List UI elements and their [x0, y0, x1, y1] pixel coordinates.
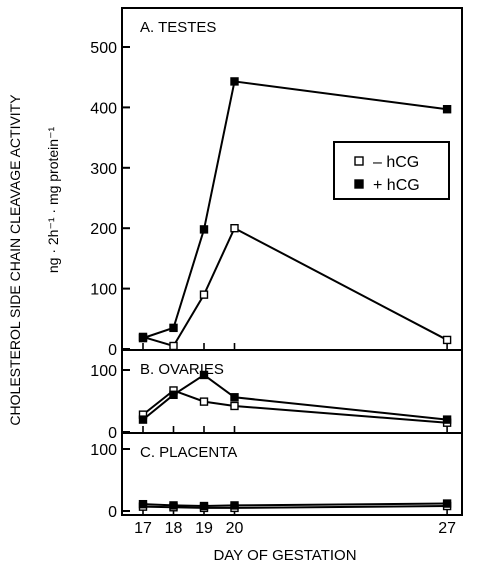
y-axis-label: CHOLESTEROL SIDE CHAIN CLEAVAGE ACTIVITY	[7, 94, 23, 426]
y-tick-label: 300	[90, 161, 117, 178]
point-plus-hcg	[169, 390, 178, 399]
panel-1: A. TESTES 0 100 200 300 400 500	[90, 7, 463, 359]
x-axis-label: DAY OF GESTATION	[213, 547, 356, 564]
legend-label-plus-hcg: + hCG	[373, 177, 420, 194]
point-plus-hcg	[442, 499, 452, 508]
series-line-plus-hcg	[142, 373, 448, 421]
y-tick-label: 100	[90, 363, 117, 380]
point-plus-hcg	[442, 105, 452, 114]
x-tick-label: 17	[134, 520, 152, 537]
point-minus-hcg	[169, 341, 178, 351]
point-plus-hcg	[199, 370, 209, 380]
point-minus-hcg	[230, 401, 239, 411]
x-tick-label: 18	[165, 520, 183, 537]
point-plus-hcg	[169, 323, 178, 333]
point-minus-hcg	[199, 397, 209, 406]
y-tick-label: 400	[90, 100, 117, 117]
point-minus-hcg	[199, 290, 209, 299]
y-tick-label: 500	[90, 40, 117, 57]
panel-title: A. TESTES	[140, 19, 216, 36]
y-tick-label: 100	[90, 282, 117, 299]
panel-title: C. PLACENTA	[140, 444, 237, 461]
x-tick-label: 20	[226, 520, 244, 537]
point-plus-hcg	[138, 499, 148, 509]
point-plus-hcg	[138, 415, 148, 424]
point-plus-hcg	[199, 501, 209, 511]
point-minus-hcg	[230, 223, 239, 233]
legend: – hCG + hCG	[333, 141, 450, 200]
point-plus-hcg	[230, 501, 239, 510]
point-plus-hcg	[230, 393, 239, 402]
y-tick-label: 0	[108, 504, 117, 521]
panel-title: B. OVARIES	[140, 361, 224, 378]
legend-label-minus-hcg: – hCG	[373, 154, 419, 171]
point-plus-hcg	[199, 225, 209, 234]
panel-2: B. OVARIES 0 100	[90, 349, 463, 442]
panel-3: C. PLACENTA 0 100	[90, 432, 463, 521]
point-plus-hcg	[442, 415, 452, 424]
legend-marker-plus-hcg	[354, 179, 364, 189]
point-minus-hcg	[442, 335, 452, 345]
legend-box	[333, 141, 450, 200]
y-tick-label: 200	[90, 221, 117, 238]
point-plus-hcg	[169, 501, 178, 510]
y-axis-units: ng · 2h⁻¹ · mg protein⁻¹	[45, 127, 61, 274]
point-plus-hcg	[230, 77, 239, 86]
y-tick-label: 0	[108, 342, 117, 359]
series-line-minus-hcg	[142, 226, 448, 348]
point-plus-hcg	[138, 333, 148, 343]
x-tick-label: 27	[438, 520, 456, 537]
series-line-plus-hcg	[142, 80, 448, 340]
y-tick-label: 100	[90, 442, 117, 459]
y-tick-label: 0	[108, 425, 117, 442]
panel-frame	[121, 432, 463, 516]
series-line-minus-hcg	[142, 389, 448, 424]
x-tick-label: 19	[195, 520, 213, 537]
legend-marker-minus-hcg	[354, 156, 364, 166]
